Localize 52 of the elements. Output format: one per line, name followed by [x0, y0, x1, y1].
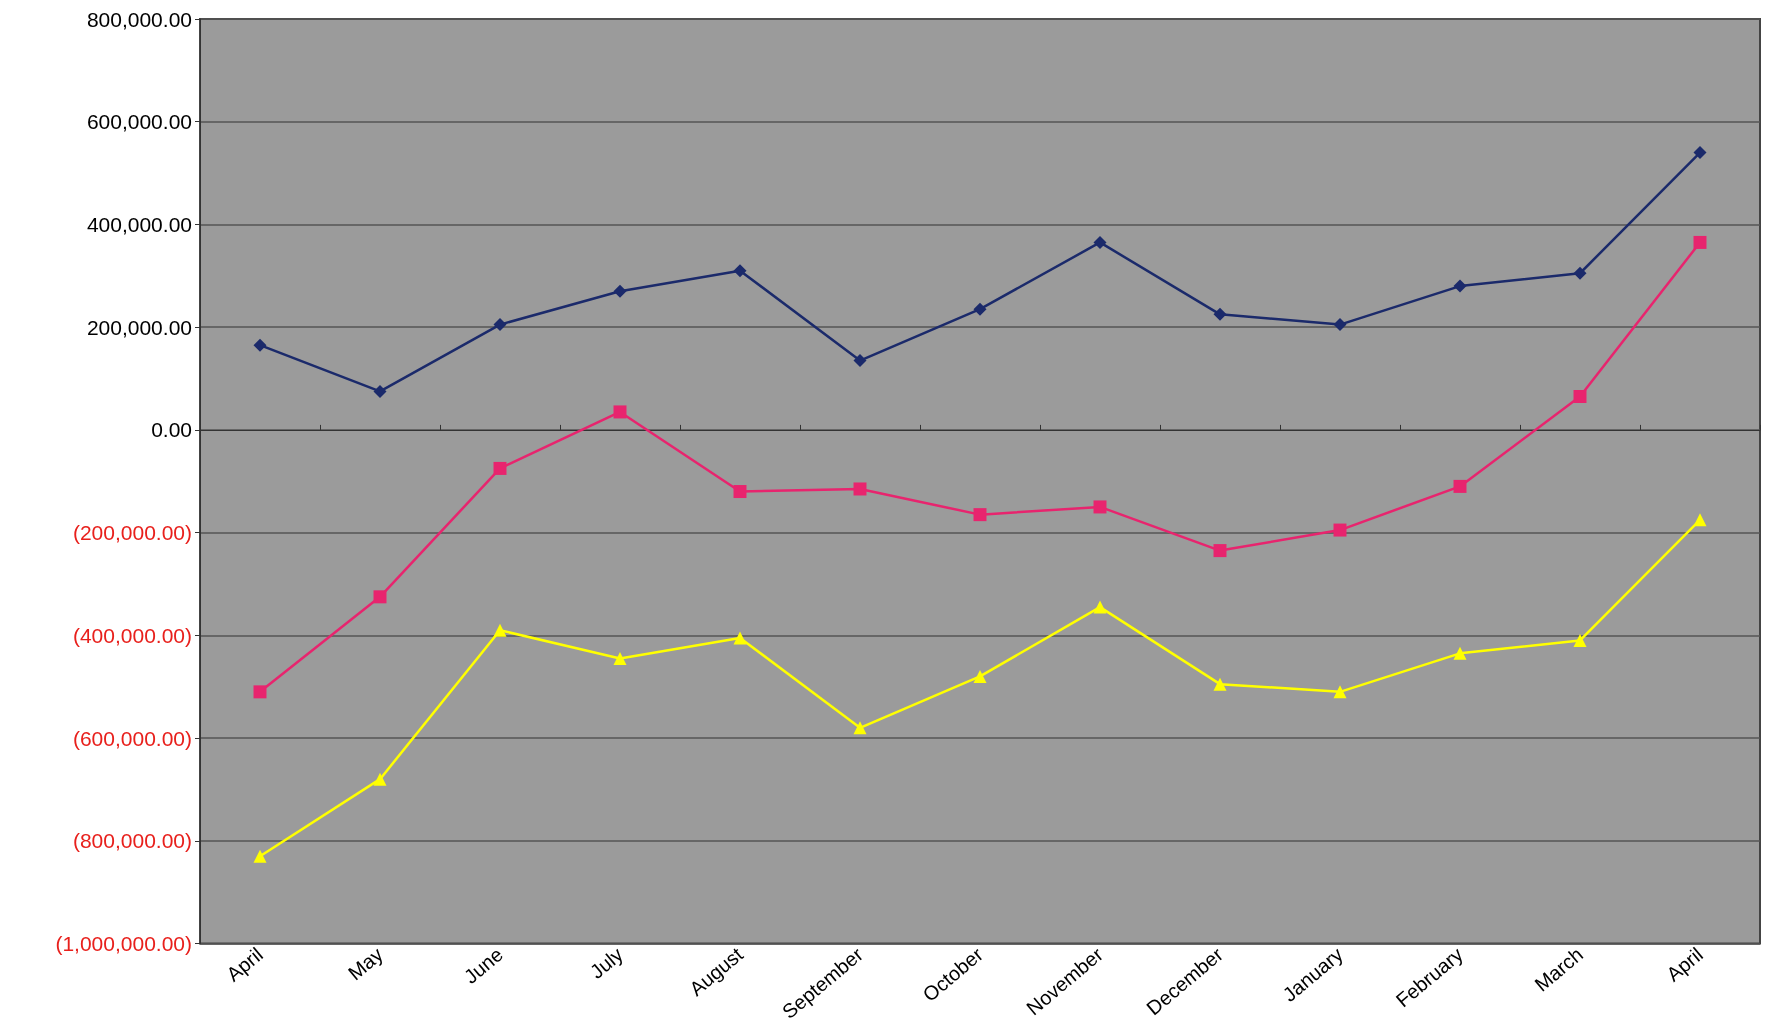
- point: [1693, 235, 1707, 249]
- point: [613, 651, 627, 665]
- x-tick-label: May: [343, 943, 388, 985]
- point: [1573, 390, 1587, 404]
- point: [1573, 266, 1587, 280]
- x-tick-label: June: [459, 943, 508, 988]
- y-tick-label: 600,000.00: [86, 110, 192, 134]
- point: [1693, 513, 1707, 527]
- point: [853, 482, 867, 496]
- point: [973, 302, 987, 316]
- point: [493, 318, 507, 332]
- y-tick-label: (400,000.00): [72, 623, 192, 647]
- point: [1213, 677, 1227, 691]
- point: [493, 461, 507, 475]
- point: [733, 485, 747, 499]
- point: [613, 405, 627, 419]
- point: [253, 338, 267, 352]
- point: [1333, 523, 1347, 537]
- point: [733, 631, 747, 645]
- point: [1093, 600, 1107, 614]
- point: [1093, 235, 1107, 249]
- point: [1213, 307, 1227, 321]
- y-tick-label: 400,000.00: [86, 212, 192, 236]
- point: [1093, 500, 1107, 514]
- y-tick-label: 200,000.00: [86, 315, 192, 339]
- point: [253, 849, 267, 863]
- point: [1453, 479, 1467, 493]
- point: [1453, 279, 1467, 293]
- point: [373, 590, 387, 604]
- y-tick-label: (200,000.00): [72, 521, 192, 545]
- point: [373, 384, 387, 398]
- y-tick-label: (1,000,000.00): [55, 932, 192, 956]
- point: [733, 264, 747, 278]
- y-tick-label: 800,000.00: [86, 7, 192, 31]
- point: [613, 284, 627, 298]
- point: [373, 772, 387, 786]
- y-tick-label: (800,000.00): [72, 829, 192, 853]
- point: [253, 685, 267, 699]
- point: [1693, 146, 1707, 160]
- y-tick-label: 0.00: [151, 418, 192, 442]
- point: [1213, 544, 1227, 558]
- point: [493, 623, 507, 637]
- point: [853, 354, 867, 368]
- y-tick-label: (600,000.00): [72, 726, 192, 750]
- point: [973, 669, 987, 683]
- point: [1333, 318, 1347, 332]
- point: [1573, 633, 1587, 647]
- x-tick-label: July: [585, 943, 628, 983]
- point: [1453, 646, 1467, 660]
- point: [1333, 685, 1347, 699]
- point: [973, 508, 987, 522]
- point: [853, 721, 867, 735]
